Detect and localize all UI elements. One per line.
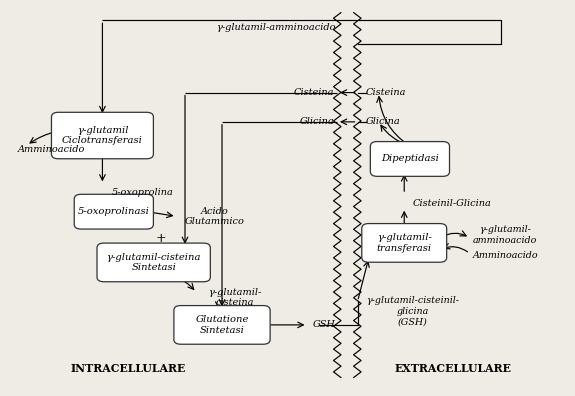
Text: Cisteina: Cisteina [294, 88, 334, 97]
Text: γ-glutamil-amminoacido: γ-glutamil-amminoacido [216, 23, 336, 32]
Text: Acido
Glutammico: Acido Glutammico [185, 207, 245, 227]
FancyBboxPatch shape [362, 224, 447, 262]
Text: 5-oxoprolina: 5-oxoprolina [112, 188, 174, 198]
FancyBboxPatch shape [97, 243, 210, 282]
Text: γ-glutamil
Ciclotransferasi: γ-glutamil Ciclotransferasi [62, 126, 143, 145]
Text: +: + [156, 232, 166, 246]
Text: INTRACELLULARE: INTRACELLULARE [70, 364, 186, 375]
Text: Glicina: Glicina [366, 117, 401, 126]
Text: Amminoacido: Amminoacido [18, 145, 86, 154]
Text: γ-glutamil-
transferasi: γ-glutamil- transferasi [377, 233, 432, 253]
Text: γ-glutamil-
cisteina: γ-glutamil- cisteina [208, 288, 261, 307]
Text: Glicina: Glicina [300, 117, 334, 126]
Text: Cisteina: Cisteina [366, 88, 407, 97]
Text: γ-glutamil-cisteinil-
glicina
(GSH): γ-glutamil-cisteinil- glicina (GSH) [366, 296, 459, 326]
Text: Glutatione
Sintetasi: Glutatione Sintetasi [196, 315, 249, 335]
FancyBboxPatch shape [174, 306, 270, 344]
Text: 5-oxoprolinasi: 5-oxoprolinasi [78, 207, 150, 216]
Text: γ-glutamil-cisteina
Sintetasi: γ-glutamil-cisteina Sintetasi [106, 253, 201, 272]
Text: Amminoacido: Amminoacido [473, 251, 538, 260]
FancyBboxPatch shape [74, 194, 154, 229]
Text: GSH: GSH [313, 320, 336, 329]
Text: Dipeptidasi: Dipeptidasi [381, 154, 439, 164]
Text: γ-glutamil-
amminoacido: γ-glutamil- amminoacido [473, 225, 537, 245]
FancyBboxPatch shape [370, 142, 450, 176]
Text: EXTRACELLULARE: EXTRACELLULARE [394, 364, 511, 375]
FancyBboxPatch shape [52, 112, 154, 159]
Text: Cisteinil-Glicina: Cisteinil-Glicina [413, 198, 492, 208]
